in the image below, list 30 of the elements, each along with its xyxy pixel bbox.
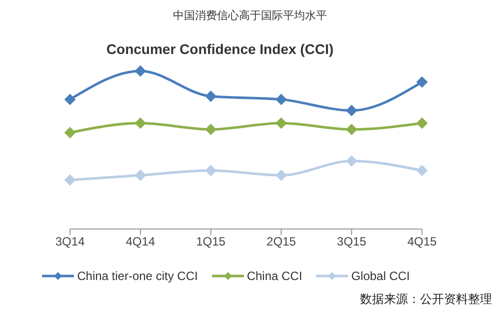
point <box>346 124 358 135</box>
x-tick-label: 2Q15 <box>266 234 296 249</box>
legend-label: China tier-one city CCI <box>77 269 198 283</box>
x-tick-label: 3Q14 <box>55 234 85 249</box>
point <box>205 90 216 102</box>
x-tick-label: 4Q15 <box>407 234 437 249</box>
x-tick-label: 4Q14 <box>126 234 156 249</box>
point <box>416 118 428 129</box>
point <box>276 94 287 105</box>
point <box>205 124 216 135</box>
point <box>346 105 358 116</box>
point <box>276 170 287 181</box>
legend-label: China CCI <box>246 269 302 283</box>
point <box>134 66 146 76</box>
point <box>64 127 76 138</box>
point <box>416 76 428 88</box>
source-note: 数据来源：公开资料整理 <box>359 291 492 308</box>
legend-label: Global CCI <box>351 269 410 283</box>
point <box>205 165 216 176</box>
point <box>64 174 76 186</box>
point <box>134 118 146 129</box>
x-tick-label: 3Q15 <box>336 234 367 249</box>
point <box>64 94 76 105</box>
point <box>346 156 358 167</box>
chart-subtitle: Concumer Confidence Index (CCI) <box>105 41 335 57</box>
point <box>416 165 428 176</box>
chart-title: 中国消费信心高于国际平均水平 <box>172 8 328 23</box>
x-tick-label: 1Q15 <box>196 234 226 249</box>
point <box>276 118 287 129</box>
point <box>134 170 146 181</box>
